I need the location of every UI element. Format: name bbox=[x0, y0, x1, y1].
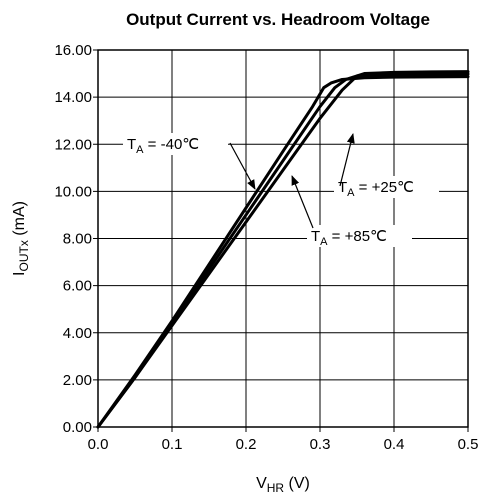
x-tick-label: 0.1 bbox=[162, 436, 183, 453]
y-tick-label: 8.00 bbox=[63, 231, 92, 248]
chart-title: Output Current vs. Headroom Voltage bbox=[126, 10, 430, 29]
annotation-background bbox=[307, 225, 412, 247]
series-line-plus-25c bbox=[96, 72, 470, 429]
y-tick-label: 12.00 bbox=[54, 136, 92, 153]
y-tick-label: 6.00 bbox=[63, 278, 92, 295]
y-tick-label: 4.00 bbox=[63, 325, 92, 342]
x-axis-label: VHR (V) bbox=[256, 475, 310, 494]
annotation-plus-25c: TA = +25℃ bbox=[338, 179, 414, 199]
annotation-minus-40c: TA = -40℃ bbox=[127, 136, 199, 156]
annotation-plus-85c: TA = +85℃ bbox=[311, 228, 387, 248]
y-tick-label: 16.00 bbox=[54, 42, 92, 59]
annotation-background bbox=[123, 133, 228, 155]
y-tick-label: 14.00 bbox=[54, 89, 92, 106]
x-tick-label: 0.4 bbox=[384, 436, 405, 453]
annotation-arrow bbox=[339, 133, 355, 187]
annotation-background bbox=[334, 176, 439, 198]
x-tick-label: 0.2 bbox=[236, 436, 257, 453]
series-line-plus-85c bbox=[96, 70, 470, 429]
y-tick-label: 0.00 bbox=[63, 419, 92, 436]
annotation-arrow bbox=[291, 175, 314, 229]
y-tick-label: 2.00 bbox=[63, 372, 92, 389]
x-tick-label: 0.0 bbox=[88, 436, 109, 453]
x-tick-label: 0.3 bbox=[310, 436, 331, 453]
annotation-arrow bbox=[229, 142, 256, 190]
y-axis-label: IOUTx (mA) bbox=[11, 201, 31, 276]
x-tick-label: 0.5 bbox=[458, 436, 479, 453]
series-line-minus-40c bbox=[96, 75, 470, 429]
y-tick-label: 10.00 bbox=[54, 183, 92, 200]
